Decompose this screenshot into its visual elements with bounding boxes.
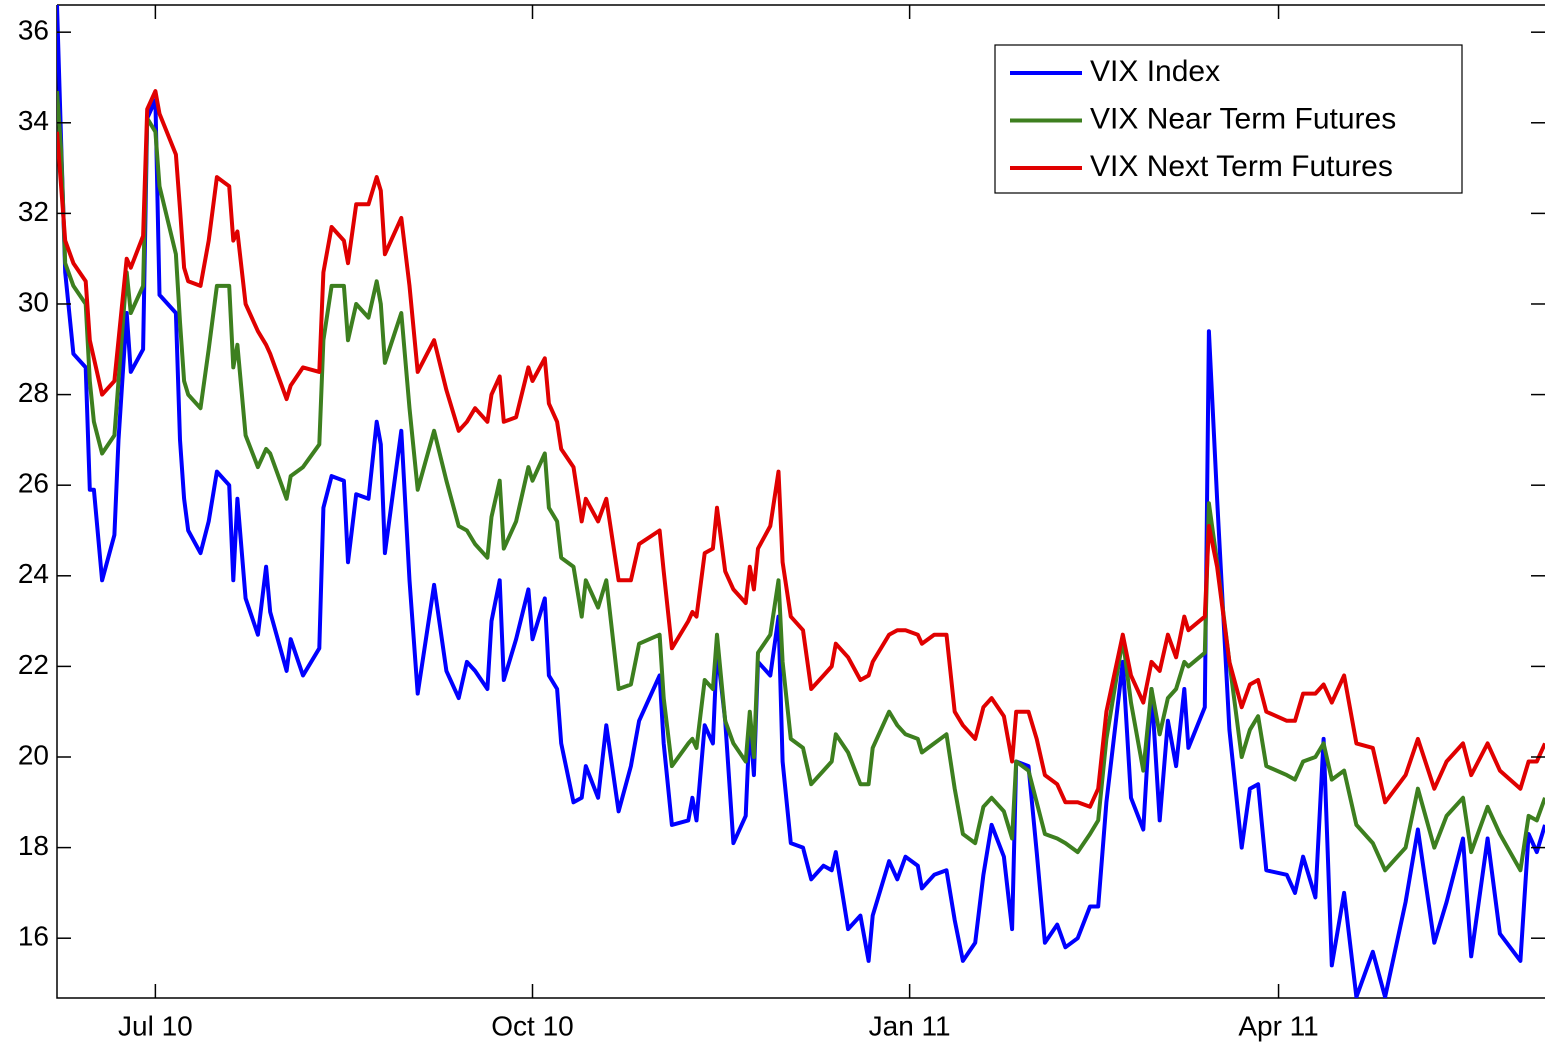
axes-frame <box>56 4 1545 999</box>
series-line <box>57 89 1545 809</box>
y-tick-label: 28 <box>18 377 49 408</box>
legend-label: VIX Index <box>1090 55 1220 88</box>
y-tick-label: 16 <box>18 921 49 952</box>
x-tick-label: Jan 11 <box>869 1010 951 1041</box>
plot-area <box>57 5 1545 998</box>
legend-label: VIX Next Term Futures <box>1090 150 1393 183</box>
y-tick-label: 26 <box>18 468 49 499</box>
x-tick-label: Oct 10 <box>491 1010 573 1041</box>
y-tick-label: 32 <box>18 196 49 227</box>
y-tick-label: 30 <box>18 286 49 317</box>
y-tick-label: 24 <box>18 558 49 589</box>
y-tick-label: 22 <box>18 649 49 680</box>
y-tick-label: 34 <box>18 105 49 136</box>
legend-label: VIX Near Term Futures <box>1090 102 1396 135</box>
y-tick-label: 18 <box>18 830 49 861</box>
series-line <box>57 5 1545 998</box>
y-tick-label: 20 <box>18 739 49 770</box>
legend: VIX Index VIX Near Term Futures VIX Next T… <box>994 44 1463 194</box>
x-tick-label: Apr 11 <box>1238 1010 1318 1041</box>
x-tick-label: Jul 10 <box>118 1010 193 1041</box>
y-tick-label: 36 <box>18 15 49 46</box>
